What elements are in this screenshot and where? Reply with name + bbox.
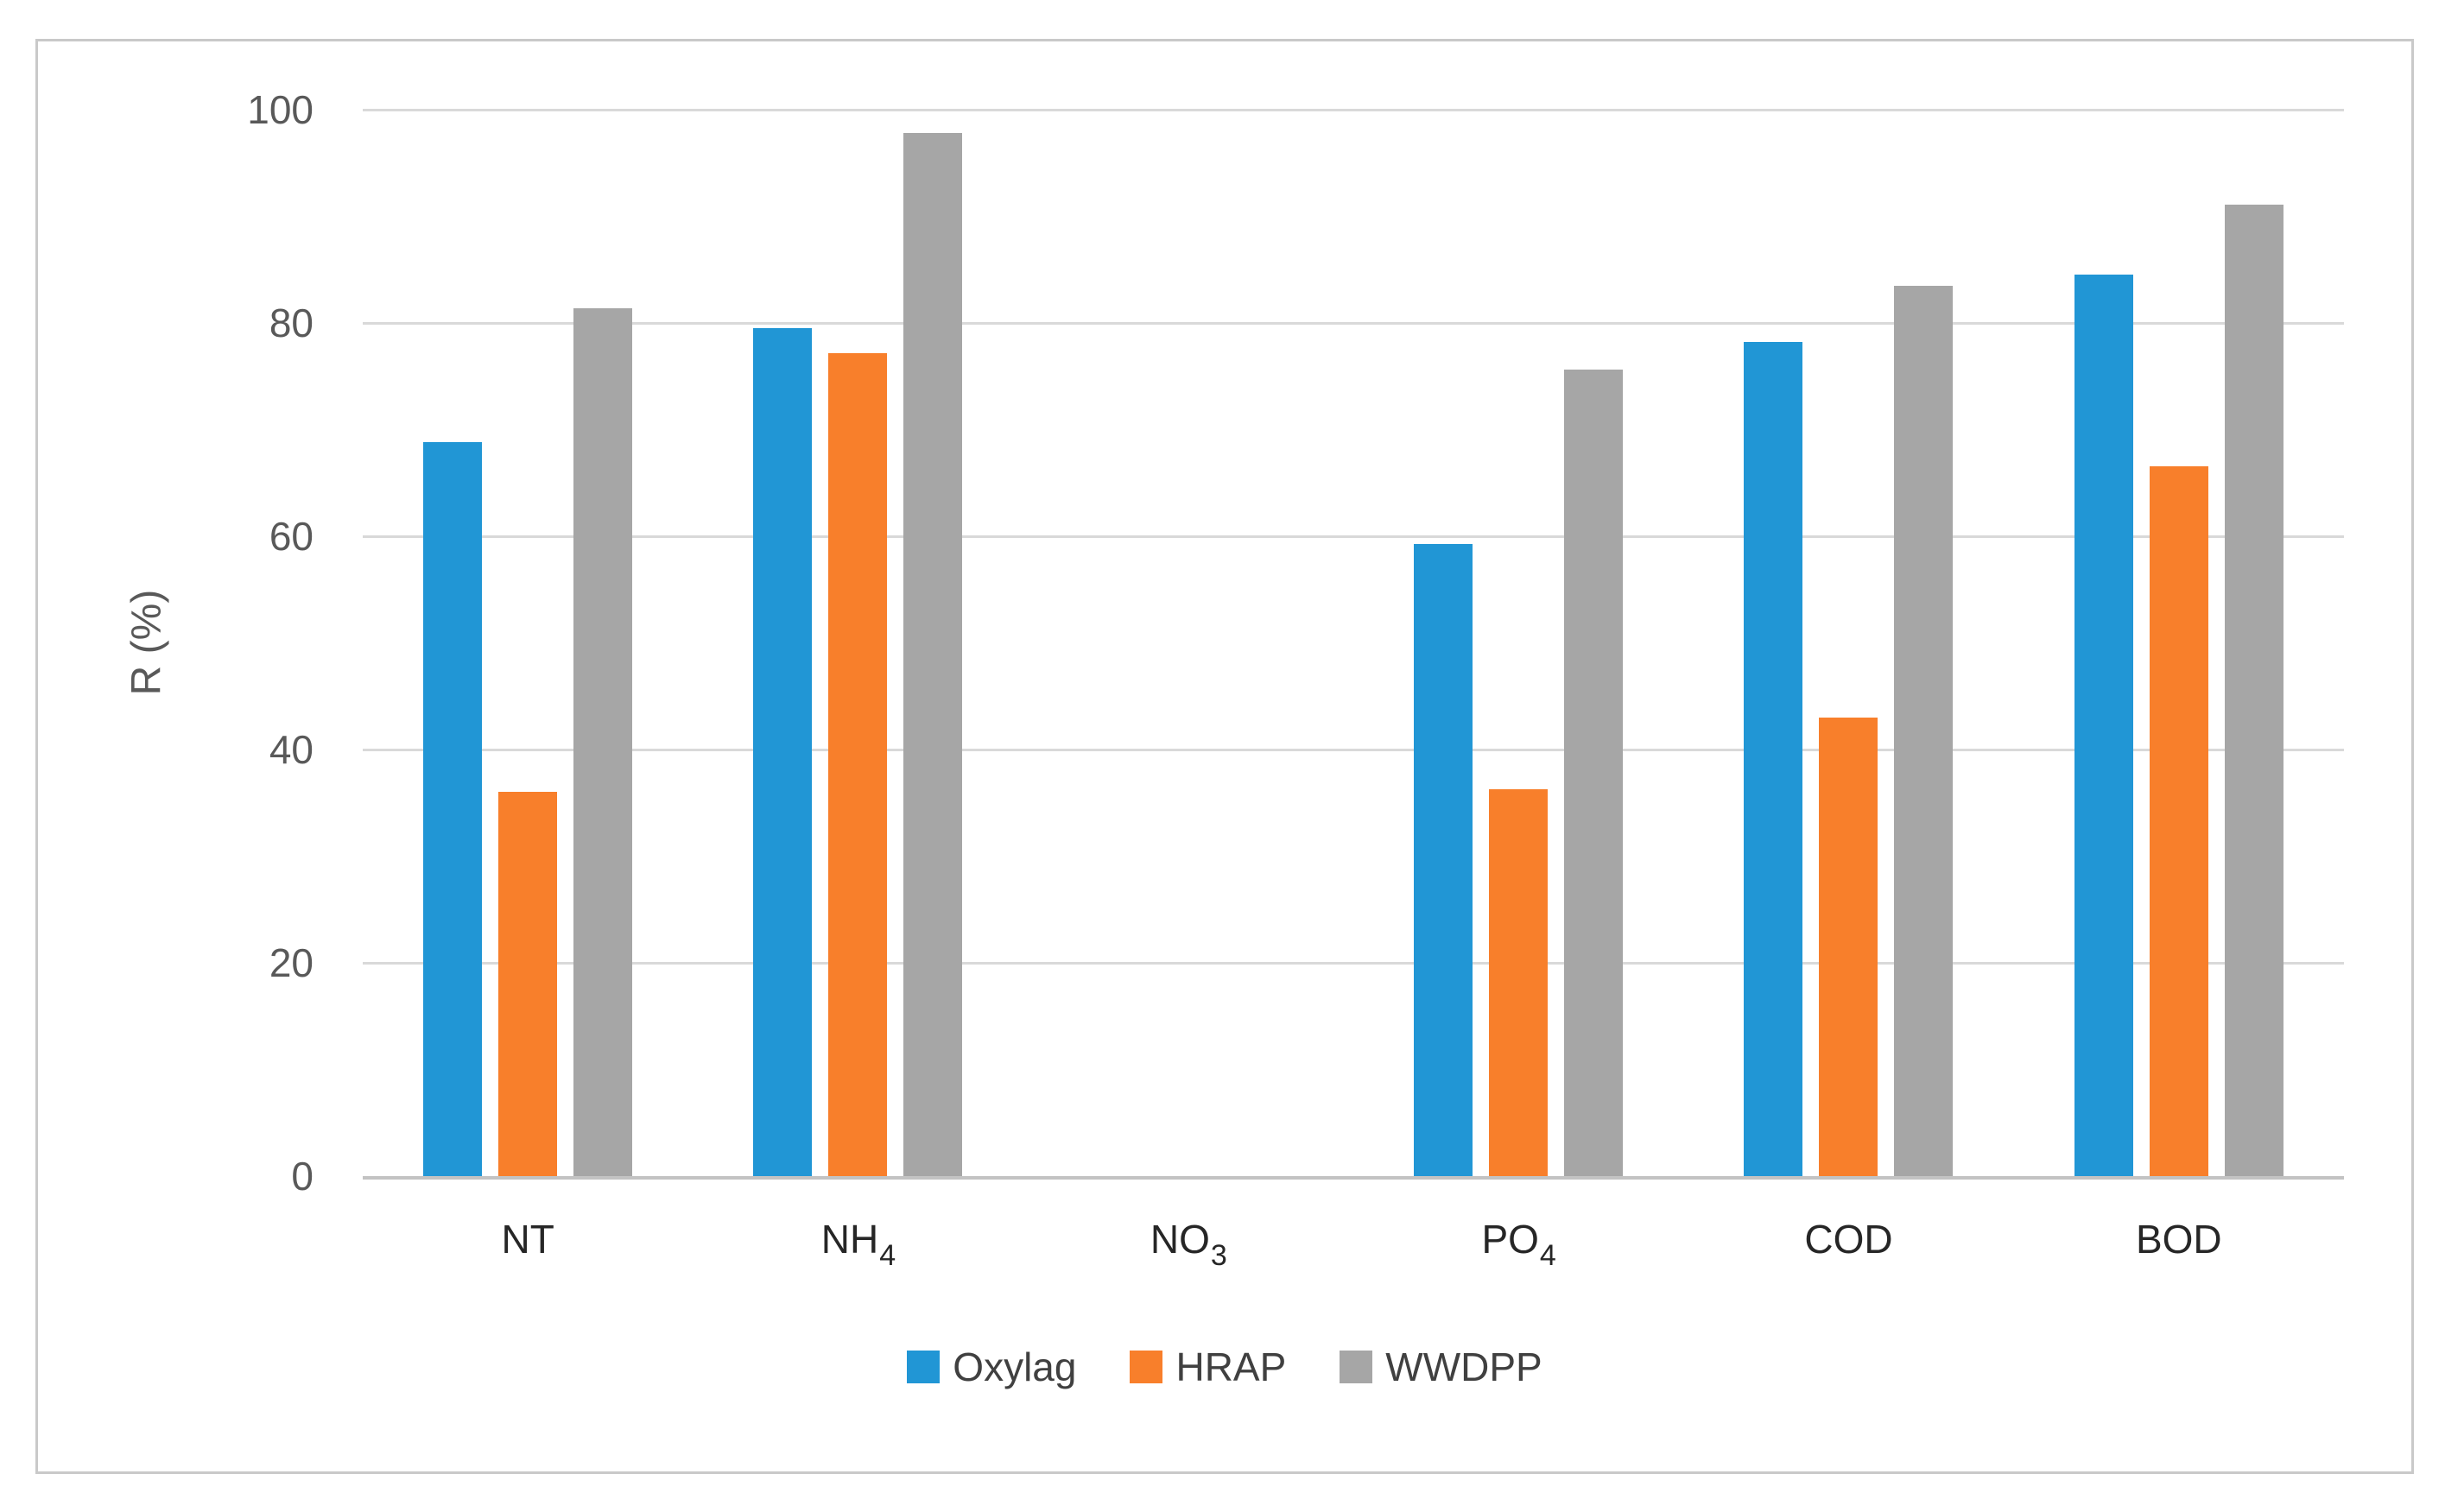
- bar-oxylag-nt: [423, 442, 483, 1176]
- bar-wwdpp-po4: [1564, 370, 1624, 1176]
- bar-hrap-po4: [1489, 788, 1549, 1176]
- x-label-po4: PO4: [1481, 1217, 1556, 1272]
- bar-group-cod: [1683, 110, 2013, 1176]
- x-axis-labels: NT NH4 NO3 PO4 COD BOD: [363, 1216, 2344, 1272]
- bar-hrap-nt: [498, 792, 558, 1176]
- y-tick-label-60: 60: [269, 514, 314, 559]
- bar-hrap-nh4: [828, 352, 888, 1176]
- bar-group-po4: [1353, 110, 1683, 1176]
- bar-group-no3: [1023, 110, 1353, 1176]
- bar-oxylag-nh4: [753, 328, 813, 1176]
- bar-wwdpp-nt: [573, 307, 633, 1176]
- legend: Oxylag HRAP WWDPP: [35, 1347, 2414, 1387]
- x-axis-line: [363, 1176, 2344, 1180]
- legend-label-hrap: HRAP: [1175, 1344, 1287, 1389]
- bar-hrap-cod: [1819, 717, 1878, 1176]
- x-label-nh4: NH4: [820, 1217, 896, 1272]
- legend-swatch-oxylag: [907, 1351, 941, 1383]
- bar-oxylag-bod: [2074, 275, 2133, 1176]
- bar-group-bod: [2014, 110, 2344, 1176]
- bar-oxylag-po4: [1414, 543, 1473, 1176]
- x-label-no3: NO3: [1150, 1217, 1227, 1272]
- legend-swatch-hrap: [1130, 1351, 1163, 1383]
- legend-item-oxylag: Oxylag: [907, 1347, 1076, 1387]
- bar-wwdpp-bod: [2224, 204, 2283, 1176]
- bar-groups: [363, 110, 2344, 1176]
- x-label-cod: COD: [1804, 1217, 1893, 1262]
- legend-swatch-wwdpp: [1340, 1351, 1373, 1383]
- gridline-60: [363, 535, 2344, 538]
- bar-hrap-bod: [2149, 465, 2208, 1176]
- gridline-20: [363, 961, 2344, 965]
- y-tick-label-80: 80: [269, 301, 314, 345]
- bar-wwdpp-nh4: [903, 133, 963, 1176]
- y-tick-label-40: 40: [269, 727, 314, 772]
- legend-label-wwdpp: WWDPP: [1385, 1344, 1542, 1389]
- bar-wwdpp-cod: [1894, 285, 1954, 1176]
- y-tick-label-20: 20: [269, 940, 314, 985]
- bar-oxylag-cod: [1744, 342, 1803, 1176]
- gridline-80: [363, 321, 2344, 325]
- gridline-40: [363, 748, 2344, 751]
- plot-area: [363, 108, 2344, 1180]
- legend-label-oxylag: Oxylag: [953, 1344, 1077, 1389]
- legend-item-hrap: HRAP: [1130, 1347, 1286, 1387]
- bar-group-nt: [363, 110, 693, 1176]
- legend-item-wwdpp: WWDPP: [1340, 1347, 1542, 1387]
- y-tick-label-100: 100: [247, 87, 314, 132]
- bar-group-nh4: [693, 110, 1023, 1176]
- y-tick-label-0: 0: [291, 1154, 314, 1199]
- gridline-100: [363, 108, 2344, 111]
- x-label-nt: NT: [501, 1217, 554, 1262]
- x-label-bod: BOD: [2135, 1217, 2222, 1262]
